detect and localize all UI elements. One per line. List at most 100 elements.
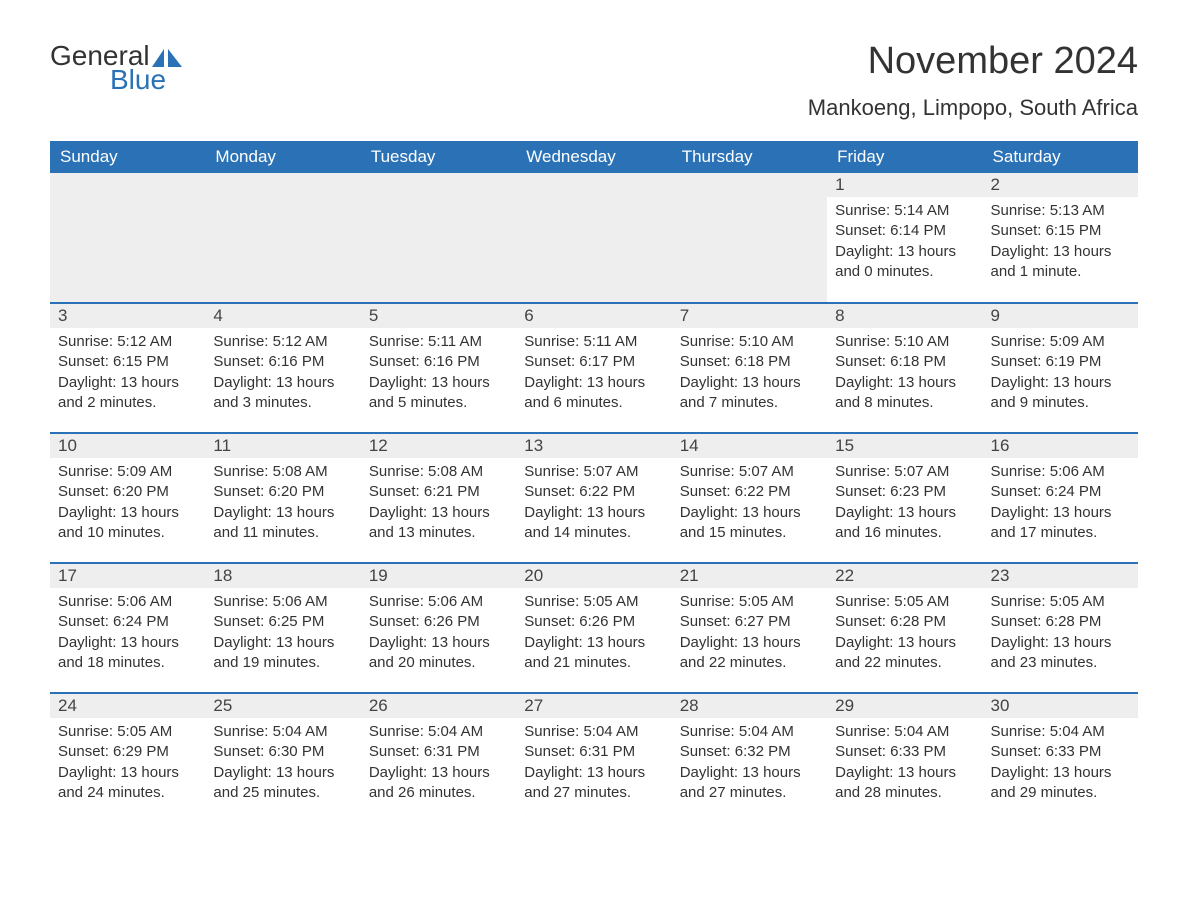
calendar-week-row: 1Sunrise: 5:14 AMSunset: 6:14 PMDaylight… [50,173,1138,303]
day-number: 14 [672,434,827,458]
day-number: 9 [983,304,1138,328]
daylight-text: Daylight: 13 hours and 2 minutes. [58,373,197,414]
sunrise-text: Sunrise: 5:05 AM [524,592,663,612]
empty-day-cell [205,173,360,303]
sunset-text: Sunset: 6:28 PM [835,612,974,632]
weekday-header-thursday: Thursday [672,141,827,173]
day-number: 5 [361,304,516,328]
daylight-text: Daylight: 13 hours and 3 minutes. [213,373,352,414]
day-content: Sunrise: 5:06 AMSunset: 6:26 PMDaylight:… [361,588,516,683]
day-number: 29 [827,694,982,718]
sunset-text: Sunset: 6:19 PM [991,352,1130,372]
day-cell: 8Sunrise: 5:10 AMSunset: 6:18 PMDaylight… [827,303,982,433]
empty-day-cell [672,173,827,303]
day-content: Sunrise: 5:05 AMSunset: 6:28 PMDaylight:… [983,588,1138,683]
sunrise-text: Sunrise: 5:14 AM [835,201,974,221]
day-number: 2 [983,173,1138,197]
daylight-text: Daylight: 13 hours and 18 minutes. [58,633,197,674]
daylight-text: Daylight: 13 hours and 23 minutes. [991,633,1130,674]
sunset-text: Sunset: 6:22 PM [524,482,663,502]
sunrise-text: Sunrise: 5:05 AM [58,722,197,742]
sunset-text: Sunset: 6:26 PM [369,612,508,632]
day-number: 3 [50,304,205,328]
day-content: Sunrise: 5:07 AMSunset: 6:22 PMDaylight:… [516,458,671,553]
month-title: November 2024 [808,40,1138,83]
day-cell: 2Sunrise: 5:13 AMSunset: 6:15 PMDaylight… [983,173,1138,303]
sunrise-text: Sunrise: 5:06 AM [213,592,352,612]
day-content: Sunrise: 5:09 AMSunset: 6:20 PMDaylight:… [50,458,205,553]
day-content: Sunrise: 5:04 AMSunset: 6:31 PMDaylight:… [361,718,516,813]
daylight-text: Daylight: 13 hours and 28 minutes. [835,763,974,804]
daylight-text: Daylight: 13 hours and 26 minutes. [369,763,508,804]
day-cell: 4 Sunrise: 5:12 AMSunset: 6:16 PMDaylight… [205,303,360,433]
day-number: 26 [361,694,516,718]
sunset-text: Sunset: 6:16 PM [213,352,352,372]
sunset-text: Sunset: 6:16 PM [369,352,508,372]
day-cell: 1Sunrise: 5:14 AMSunset: 6:14 PMDaylight… [827,173,982,303]
daylight-text: Daylight: 13 hours and 14 minutes. [524,503,663,544]
day-content: Sunrise: 5:12 AMSunset: 6:15 PMDaylight:… [50,328,205,423]
day-content: Sunrise: 5:04 AMSunset: 6:33 PMDaylight:… [827,718,982,813]
sunrise-text: Sunrise: 5:07 AM [524,462,663,482]
weekday-header-monday: Monday [205,141,360,173]
calendar-week-row: 10Sunrise: 5:09 AMSunset: 6:20 PMDayligh… [50,433,1138,563]
day-number: 13 [516,434,671,458]
daylight-text: Daylight: 13 hours and 17 minutes. [991,503,1130,544]
weekday-header-sunday: Sunday [50,141,205,173]
day-cell: 25Sunrise: 5:04 AMSunset: 6:30 PMDayligh… [205,693,360,823]
day-number: 17 [50,564,205,588]
day-number: 21 [672,564,827,588]
day-content: Sunrise: 5:06 AMSunset: 6:24 PMDaylight:… [983,458,1138,553]
day-number: 25 [205,694,360,718]
daylight-text: Daylight: 13 hours and 20 minutes. [369,633,508,674]
day-cell: 22Sunrise: 5:05 AMSunset: 6:28 PMDayligh… [827,563,982,693]
sunset-text: Sunset: 6:18 PM [835,352,974,372]
day-cell: 26Sunrise: 5:04 AMSunset: 6:31 PMDayligh… [361,693,516,823]
day-number: 8 [827,304,982,328]
daylight-text: Daylight: 13 hours and 1 minute. [991,242,1130,283]
daylight-text: Daylight: 13 hours and 25 minutes. [213,763,352,804]
sunrise-text: Sunrise: 5:07 AM [680,462,819,482]
day-number: 4 [205,304,360,328]
calendar-table: SundayMondayTuesdayWednesdayThursdayFrid… [50,141,1138,823]
day-number: 19 [361,564,516,588]
day-number: 6 [516,304,671,328]
weekday-header-wednesday: Wednesday [516,141,671,173]
calendar-week-row: 3Sunrise: 5:12 AMSunset: 6:15 PMDaylight… [50,303,1138,433]
page-header: General Blue November 2024 Mankoeng, Lim… [50,40,1138,121]
daylight-text: Daylight: 13 hours and 9 minutes. [991,373,1130,414]
sunset-text: Sunset: 6:26 PM [524,612,663,632]
sunrise-text: Sunrise: 5:13 AM [991,201,1130,221]
day-number: 10 [50,434,205,458]
sunrise-text: Sunrise: 5:12 AM [213,332,352,352]
day-cell: 21Sunrise: 5:05 AMSunset: 6:27 PMDayligh… [672,563,827,693]
day-cell: 20Sunrise: 5:05 AMSunset: 6:26 PMDayligh… [516,563,671,693]
sunset-text: Sunset: 6:30 PM [213,742,352,762]
day-content: Sunrise: 5:11 AMSunset: 6:16 PMDaylight:… [361,328,516,423]
sunrise-text: Sunrise: 5:06 AM [369,592,508,612]
empty-day-cell [361,173,516,303]
sunrise-text: Sunrise: 5:04 AM [680,722,819,742]
day-number: 11 [205,434,360,458]
sunrise-text: Sunrise: 5:05 AM [991,592,1130,612]
day-content: Sunrise: 5:07 AMSunset: 6:23 PMDaylight:… [827,458,982,553]
sunrise-text: Sunrise: 5:09 AM [58,462,197,482]
day-content: Sunrise: 5:04 AMSunset: 6:31 PMDaylight:… [516,718,671,813]
sunrise-text: Sunrise: 5:05 AM [680,592,819,612]
daylight-text: Daylight: 13 hours and 11 minutes. [213,503,352,544]
day-content: Sunrise: 5:04 AMSunset: 6:33 PMDaylight:… [983,718,1138,813]
daylight-text: Daylight: 13 hours and 15 minutes. [680,503,819,544]
day-cell: 23Sunrise: 5:05 AMSunset: 6:28 PMDayligh… [983,563,1138,693]
weekday-header-tuesday: Tuesday [361,141,516,173]
logo-text-blue: Blue [110,64,166,96]
sunset-text: Sunset: 6:33 PM [835,742,974,762]
daylight-text: Daylight: 13 hours and 27 minutes. [524,763,663,804]
sunset-text: Sunset: 6:24 PM [58,612,197,632]
day-content: Sunrise: 5:05 AMSunset: 6:26 PMDaylight:… [516,588,671,683]
daylight-text: Daylight: 13 hours and 5 minutes. [369,373,508,414]
sunset-text: Sunset: 6:17 PM [524,352,663,372]
day-number: 1 [827,173,982,197]
day-content: Sunrise: 5:14 AMSunset: 6:14 PMDaylight:… [827,197,982,292]
sunset-text: Sunset: 6:33 PM [991,742,1130,762]
calendar-week-row: 17Sunrise: 5:06 AMSunset: 6:24 PMDayligh… [50,563,1138,693]
